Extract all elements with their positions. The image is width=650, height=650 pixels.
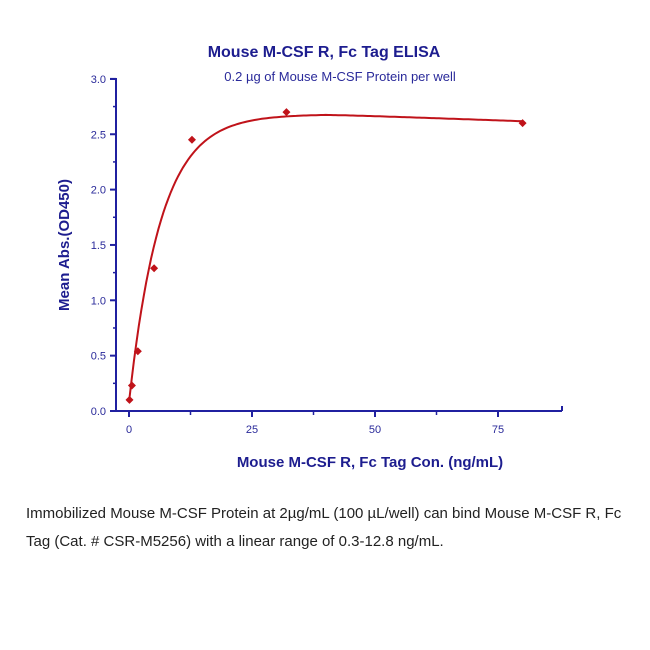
data-point-marker — [187, 135, 196, 144]
y-tick-label: 0.0 — [91, 406, 106, 418]
data-point-marker — [150, 264, 159, 273]
data-points — [125, 108, 527, 404]
y-tick-label: 2.5 — [91, 129, 106, 141]
y-axis-label: Mean Abs.(OD450) — [56, 179, 73, 311]
chart-subtitle: 0.2 µg of Mouse M-CSF Protein per well — [224, 69, 456, 84]
x-tick-label: 0 — [126, 424, 132, 436]
data-point-marker — [125, 395, 134, 404]
data-point-marker — [127, 381, 136, 390]
y-tick-label: 1.0 — [91, 295, 106, 307]
data-point-marker — [518, 119, 527, 128]
x-tick-label: 75 — [492, 424, 504, 436]
y-tick-label: 0.5 — [91, 351, 106, 363]
x-tick-label: 50 — [369, 424, 381, 436]
chart-title: Mouse M-CSF R, Fc Tag ELISA — [208, 44, 441, 61]
fit-curve — [128, 113, 523, 403]
data-point-marker — [282, 108, 291, 117]
y-tick-label: 3.0 — [91, 74, 106, 86]
x-tick-label: 25 — [246, 424, 258, 436]
x-axis-label: Mouse M-CSF R, Fc Tag Con. (ng/mL) — [237, 454, 503, 471]
x-axis-ticks: 0 25 50 75 — [126, 411, 504, 436]
y-tick-label: 1.5 — [91, 240, 106, 252]
data-point-marker — [133, 347, 142, 356]
y-axis-ticks: 0.0 0.5 1.0 1.5 2.0 2.5 3.0 — [91, 74, 116, 418]
axes — [110, 78, 563, 412]
elisa-chart: Mouse M-CSF R, Fc Tag ELISA 0.2 µg of Mo… — [56, 44, 563, 471]
figure-caption: Immobilized Mouse M-CSF Protein at 2µg/m… — [26, 505, 622, 550]
y-tick-label: 2.0 — [91, 185, 106, 197]
